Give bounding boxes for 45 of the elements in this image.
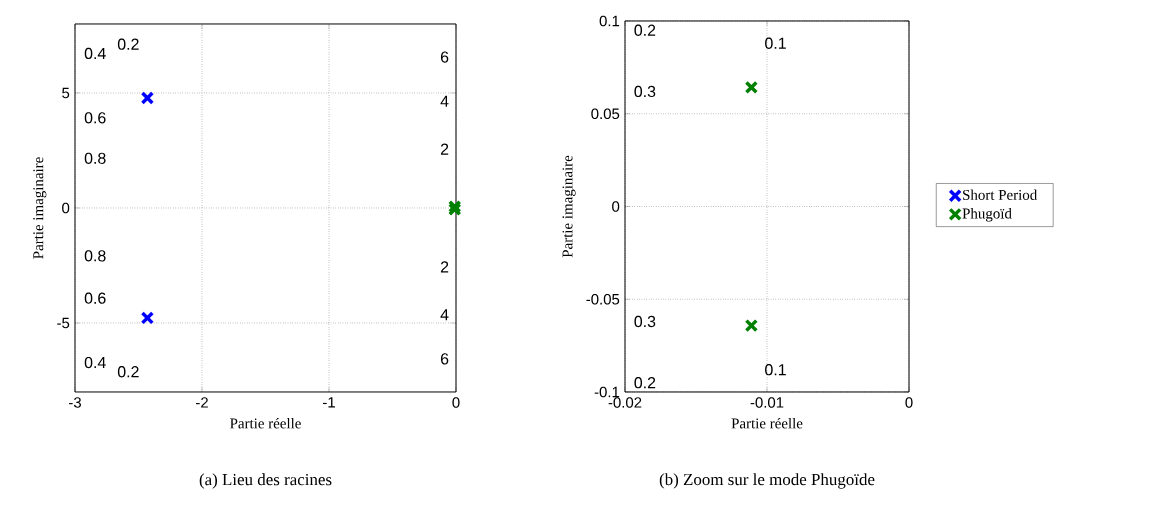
y-tick-label: -5 xyxy=(57,317,70,329)
annotation: 0.4 xyxy=(84,47,106,60)
annotation: 0.1 xyxy=(765,364,786,376)
x-tick-label: 0 xyxy=(905,397,913,408)
y-axis-title: Partie imaginaire xyxy=(33,157,47,259)
legend-label: Short Period xyxy=(963,189,1038,200)
y-tick-label: -0.05 xyxy=(586,293,620,305)
y-tick-label: 0 xyxy=(62,202,70,214)
annotation: 0.1 xyxy=(765,37,786,49)
annotation: 2 xyxy=(440,261,449,273)
annotation: 2 xyxy=(440,143,449,155)
x-tick-label: -0.02 xyxy=(608,397,642,408)
annotation: 0.2 xyxy=(117,366,139,378)
x-tick-label: 0 xyxy=(452,397,460,408)
annotation: 0.8 xyxy=(84,250,106,262)
y-tick-label: 5 xyxy=(62,87,70,99)
annotation: 0.3 xyxy=(634,85,656,98)
text: (a) Lieu des racines xyxy=(199,473,332,489)
x-tick-label: -3 xyxy=(69,397,81,408)
annotation: 6 xyxy=(440,353,449,365)
annotation: 0.2 xyxy=(634,24,656,36)
annotation: 6 xyxy=(440,51,449,63)
annotation: 0.2 xyxy=(634,377,656,389)
x-axis-title: Partie réelle xyxy=(230,417,301,429)
annotation: 0.6 xyxy=(84,292,106,304)
y-tick-label: -0.1 xyxy=(594,386,620,398)
y-tick-label: 0 xyxy=(612,201,620,212)
x-tick-label: -1 xyxy=(323,397,335,408)
annotation: 0.4 xyxy=(84,356,106,369)
y-axis-title: Partie imaginaire xyxy=(562,155,576,258)
point xyxy=(140,91,155,105)
y-tick-label: 0.05 xyxy=(591,108,620,120)
legend-label: Phugoïd xyxy=(962,208,1012,222)
x-tick-label: -0.01 xyxy=(750,397,784,408)
annotation: 0.8 xyxy=(84,152,106,164)
x-axis-title: Partie réelle xyxy=(731,417,803,429)
point xyxy=(140,311,155,325)
annotation: 4 xyxy=(440,95,449,107)
y-tick-label: 0.1 xyxy=(599,15,620,27)
annotation: 0.2 xyxy=(117,38,139,50)
x-tick-label: -2 xyxy=(196,397,208,408)
annotation: 0.3 xyxy=(634,315,656,328)
text: (b) Zoom sur le mode Phugoïde xyxy=(659,473,875,489)
annotation: 0.6 xyxy=(84,112,106,124)
annotation: 4 xyxy=(440,309,449,321)
